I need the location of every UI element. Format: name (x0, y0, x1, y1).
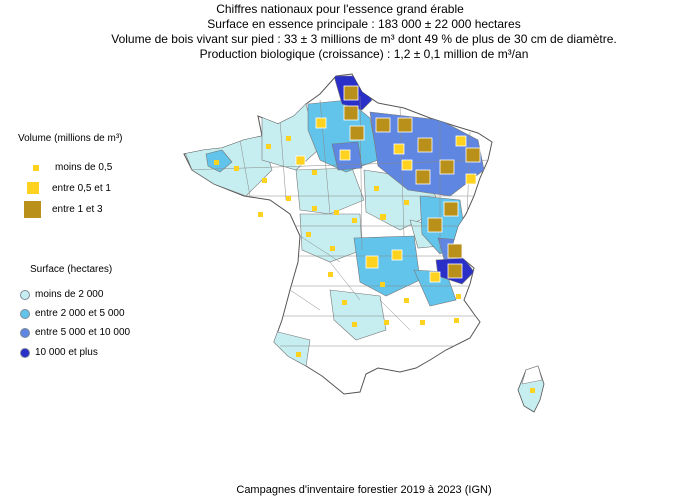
legend-circle (20, 308, 30, 319)
volume-marker-small (306, 232, 311, 237)
legend-surface-label: entre 5 000 et 10 000 (35, 327, 131, 338)
volume-marker-large (375, 117, 391, 133)
legend-surface-title: Surface (hectares) (30, 264, 113, 275)
volume-marker-small (380, 282, 385, 287)
volume-marker-small (380, 214, 386, 220)
volume-marker-small (404, 298, 409, 303)
volume-marker-small (334, 210, 339, 215)
volume-marker-medium (295, 155, 306, 166)
volume-marker-medium (339, 149, 351, 161)
legend-surface-item: entre 5 000 et 10 000 (20, 327, 130, 338)
legend-volume-label: entre 1 et 3 (52, 204, 103, 215)
volume-marker-medium (401, 159, 413, 171)
volume-marker-small (328, 272, 333, 277)
legend-surface-label: 10 000 et plus (35, 347, 98, 358)
volume-marker-small (312, 206, 317, 211)
volume-marker-small (214, 160, 219, 165)
volume-marker-medium (365, 255, 379, 269)
surface-summary: Surface en essence principale : 183 000 … (207, 17, 521, 31)
volume-marker-small (262, 178, 267, 183)
legend-volume-item: moins de 0,5 (30, 162, 112, 173)
volume-marker-small (456, 294, 461, 299)
volume-marker-large (443, 201, 459, 217)
volume-marker-small (234, 166, 239, 171)
volume-marker-large (447, 263, 463, 279)
surface-area-medium (353, 235, 421, 297)
map-source-footer: Campagnes d'inventaire forestier 2019 à … (0, 484, 700, 496)
volume-marker-large (427, 217, 443, 233)
legend-surface-item: moins de 2 000 (20, 289, 103, 300)
volume-marker-small (374, 186, 379, 191)
volume-marker-small (312, 170, 317, 175)
volume-marker-large (415, 169, 431, 185)
legend-square-small (33, 164, 39, 171)
legend-circle (20, 327, 30, 338)
volume-marker-small (352, 218, 357, 223)
volume-marker-small (454, 318, 459, 323)
legend-surface-item: entre 2 000 et 5 000 (20, 308, 125, 319)
volume-marker-large (439, 159, 455, 175)
volume-marker-small (296, 352, 301, 357)
volume-marker-medium (391, 249, 403, 261)
volume-marker-small (384, 320, 389, 325)
source-text: Campagnes d'inventaire forestier 2019 à … (236, 484, 492, 496)
volume-marker-small (420, 320, 425, 325)
volume-marker-large (349, 125, 365, 141)
corsica-north (521, 365, 543, 385)
surface-area-medium (413, 269, 457, 307)
volume-marker-small (330, 246, 335, 251)
legend-volume-label: moins de 0,5 (55, 162, 113, 173)
volume-marker-large (465, 147, 481, 163)
production-summary: Production biologique (croissance) : 1,2… (199, 47, 529, 61)
legend-circle (20, 347, 30, 358)
volume-marker-medium (429, 271, 441, 283)
legend-square-medium (27, 182, 39, 194)
volume-marker-large (343, 85, 359, 101)
legend-volume-item: entre 0,5 et 1 (27, 182, 111, 194)
legend-surface-item: 10 000 et plus (20, 347, 98, 358)
legend-surface-label: entre 2 000 et 5 000 (35, 308, 125, 319)
volume-marker-medium (393, 143, 405, 155)
volume-marker-small (352, 322, 357, 327)
volume-marker-large (417, 137, 433, 153)
volume-marker-small (286, 136, 291, 141)
volume-marker-large (397, 117, 413, 133)
volume-marker-small (342, 300, 347, 305)
volume-marker-small (404, 200, 409, 205)
department-regions (184, 75, 485, 367)
volume-marker-small (266, 144, 271, 149)
volume-marker-small (286, 196, 291, 201)
volume-marker-small (530, 388, 535, 393)
legend-volume-title: Volume (millions de m³) (18, 133, 123, 144)
legend-surface-label: moins de 2 000 (35, 289, 104, 300)
volume-marker-large (343, 105, 359, 121)
map-header: Chiffres nationaux pour l'essence grand … (0, 2, 700, 62)
legend-square-large (24, 201, 41, 218)
volume-marker-medium (315, 117, 327, 129)
map-title: Chiffres nationaux pour l'essence grand … (216, 2, 464, 16)
volume-markers (214, 85, 535, 393)
volume-marker-large (447, 243, 463, 259)
volume-summary: Volume de bois vivant sur pied : 33 ± 3 … (111, 32, 617, 46)
legend-circle (20, 289, 30, 300)
volume-marker-small (258, 212, 263, 217)
legend-volume-item: entre 1 et 3 (24, 201, 103, 218)
legend-volume-label: entre 0,5 et 1 (52, 182, 111, 194)
volume-marker-medium (465, 173, 477, 185)
volume-marker-medium (455, 135, 467, 147)
